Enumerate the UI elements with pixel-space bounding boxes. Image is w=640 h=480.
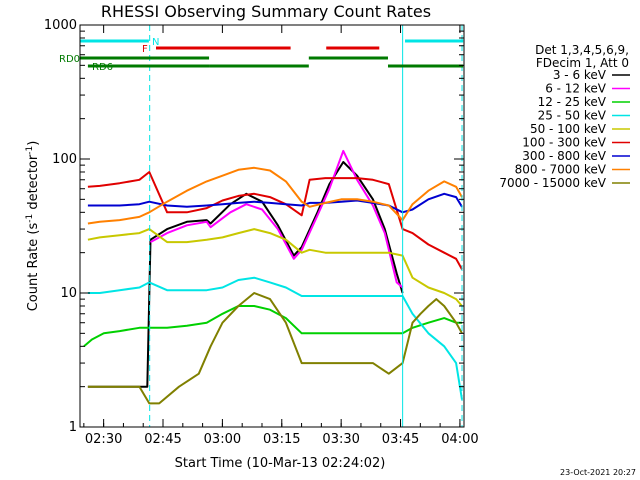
series-line-12-25-kev: [83, 305, 462, 348]
series-line-3-6-kev: [87, 161, 404, 388]
legend-header-line-2: FDecim 1, Att 0: [536, 56, 629, 70]
series-line-7000-15000-kev: [87, 292, 463, 405]
flag-label-rd6: RD6: [92, 62, 113, 73]
plot-frame: [79, 24, 465, 428]
y-axis-label-sup2: -1: [25, 146, 35, 155]
series-line-6-12-kev: [150, 149, 404, 289]
legend-label-100-300-kev: 100 - 300 keV: [522, 136, 606, 150]
flag-label-f: F: [142, 44, 148, 55]
series-layer: [83, 149, 463, 405]
y-axis-label-main: Count Rate (s: [26, 223, 41, 312]
vertical-marker-layer: [149, 25, 463, 427]
series-line-25-50-kev: [87, 276, 463, 400]
y-axis-label-end: ): [26, 141, 41, 146]
x-tick-label-03-00: 03:00: [204, 432, 241, 447]
footer-timestamp: 23-Oct-2021 20:27: [560, 468, 636, 477]
y-tick-label-100: 100: [52, 152, 77, 167]
legend-label-300-800-kev: 300 - 800 keV: [522, 149, 606, 163]
flag-label-n: N: [152, 37, 159, 48]
flag-label-rd0: RD0: [59, 54, 80, 65]
legend-label-50-100-kev: 50 - 100 keV: [530, 122, 607, 136]
x-tick-label-04-00: 04:00: [441, 432, 478, 447]
legend-label-6-12-kev: 6 - 12 keV: [545, 82, 607, 96]
series-line-300-800-kev: [87, 192, 463, 214]
series-line-50-100-kev: [87, 228, 463, 307]
chart-title: RHESSI Observing Summary Count Rates: [101, 2, 431, 21]
x-tick-label-02-45: 02:45: [144, 432, 181, 447]
y-axis-label-sup1: -1: [25, 214, 35, 223]
legend-label-3-6-kev: 3 - 6 keV: [553, 68, 607, 82]
legend-label-12-25-kev: 12 - 25 keV: [538, 95, 607, 109]
y-tick-label-1000: 1000: [44, 18, 77, 33]
x-axis-ticks: 02:30 02:45 03:00 03:15 03:30 03:45 04:00: [83, 25, 479, 447]
x-tick-label-02-30: 02:30: [85, 432, 122, 447]
y-axis-label-mid: detector: [26, 154, 41, 214]
y-tick-label-10: 10: [60, 286, 77, 301]
legend-label-7000-15000-kev: 7000 - 15000 keV: [499, 176, 606, 190]
legend-label-800-7000-kev: 800 - 7000 keV: [515, 163, 607, 177]
x-tick-label-03-45: 03:45: [382, 432, 419, 447]
y-axis-label: Count Rate (s-1 detector-1): [25, 141, 41, 312]
x-axis-label: Start Time (10-Mar-13 02:24:02): [175, 456, 386, 471]
series-line-800-7000-kev: [87, 166, 463, 225]
y-tick-label-1: 1: [69, 420, 77, 435]
y-axis-ticks: 1 10 100 1000: [44, 18, 464, 435]
x-tick-label-03-15: 03:15: [263, 432, 300, 447]
series-line-100-300-kev: [87, 171, 463, 270]
x-tick-label-03-30: 03:30: [322, 432, 359, 447]
flag-bars-layer: NF RD0 RD6: [59, 37, 464, 73]
legend-header-line-1: Det 1,3,4,5,6,9,: [535, 43, 629, 57]
legend-label-25-50-kev: 25 - 50 keV: [538, 109, 607, 123]
